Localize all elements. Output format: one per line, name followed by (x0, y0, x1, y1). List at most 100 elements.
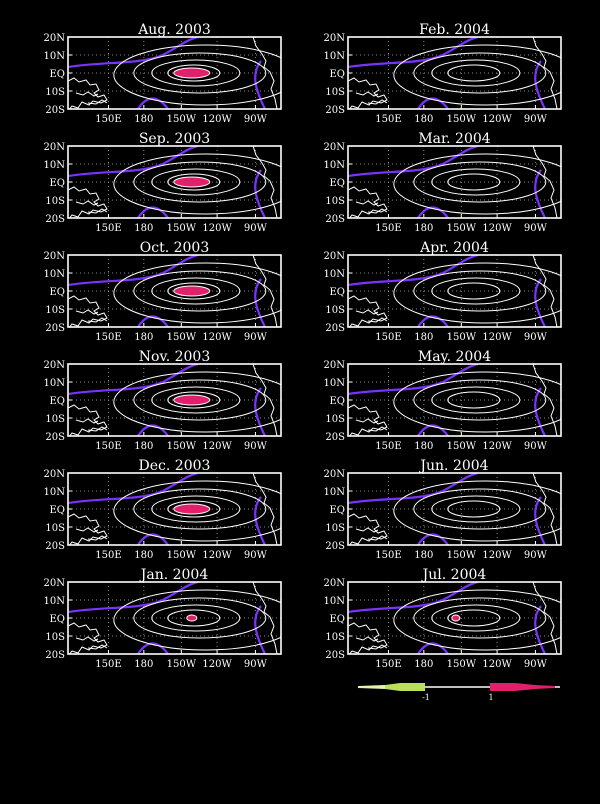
x-tick-label: 180 (134, 659, 153, 670)
x-tick-label: 150E (95, 223, 121, 234)
y-tick-label: 20S (325, 650, 345, 661)
x-tick-label: 120W (202, 659, 232, 670)
y-tick-label: 20N (44, 142, 66, 153)
y-tick-label: 10S (45, 632, 65, 643)
anomaly-max-fill (173, 394, 211, 406)
coastline-islands (355, 418, 388, 432)
zero-contour-north (68, 255, 199, 287)
x-tick-label: 150E (95, 114, 121, 125)
y-tick-label: 20N (44, 578, 66, 589)
zero-contour-north (68, 473, 199, 505)
x-tick-label: 150W (167, 332, 197, 343)
anomaly-max-fill (173, 503, 211, 515)
map-field (68, 364, 281, 436)
zero-contour-north (348, 364, 479, 396)
legend-high-label: 1 (488, 693, 493, 702)
x-tick-label: 90W (244, 550, 268, 561)
color-legend: -1 1 (358, 683, 560, 702)
x-tick-label: 120W (202, 332, 232, 343)
coastline-islands (75, 309, 108, 323)
contour-level-4 (447, 500, 501, 518)
coastline-islands (355, 309, 388, 323)
contour-level-1 (113, 480, 281, 542)
map-panel: Nov. 2003 20N 10N EQ 10S 20S 150E 180 150W 120W 90… (44, 349, 282, 452)
contour-level-1 (393, 589, 561, 651)
contour-level-1 (113, 262, 281, 324)
coastline-west (68, 295, 108, 327)
coastline-west (68, 622, 108, 654)
map-panel: Sep. 2003 20N 10N EQ 10S 20S 150E 180 150W 120W 90… (44, 131, 282, 234)
y-tick-label: 20S (45, 214, 65, 225)
y-tick-label: EQ (50, 396, 66, 407)
map-panel: Dec. 2003 20N 10N EQ 10S 20S 150E 180 150W 120W 90… (44, 458, 282, 561)
coastline-west (348, 77, 388, 109)
anomaly-max-fill (451, 614, 461, 622)
y-tick-label: 10S (45, 523, 65, 534)
map-panel: Apr. 2004 20N 10N EQ 10S 20S 150E 180 150W 120W 90… (324, 240, 562, 343)
map-panel: Aug. 2003 20N 10N EQ 10S 20S 150E 180 150W 120W 90… (44, 22, 282, 125)
contour-level-3 (151, 277, 241, 305)
contour-level-1 (113, 44, 281, 106)
y-tick-label: 20S (325, 105, 345, 116)
anomaly-max-fill (173, 176, 211, 188)
x-tick-label: 150W (167, 441, 197, 452)
x-tick-label: 150E (375, 223, 401, 234)
map-field (68, 146, 281, 218)
map-panel: Feb. 2004 20N 10N EQ 10S 20S 150E 180 150W 120W 90… (324, 22, 562, 125)
map-field (68, 255, 281, 327)
x-tick-label: 90W (244, 441, 268, 452)
map-field (348, 146, 561, 218)
coastline-islands (355, 91, 388, 105)
panel-title: Aug. 2003 (137, 22, 211, 38)
y-tick-label: 10S (45, 196, 65, 207)
coastline-west (348, 186, 388, 218)
contour-level-2 (133, 379, 267, 421)
x-tick-label: 120W (482, 659, 512, 670)
zero-contour-north (68, 364, 199, 396)
x-tick-label: 90W (524, 332, 548, 343)
y-tick-label: 10N (324, 269, 346, 280)
y-tick-label: 20S (325, 323, 345, 334)
map-panel: Mar. 2004 20N 10N EQ 10S 20S 150E 180 150W 120W 90… (324, 131, 562, 234)
y-tick-label: 20N (324, 578, 346, 589)
x-tick-label: 150W (447, 223, 477, 234)
x-tick-label: 180 (414, 550, 433, 561)
contour-level-4 (447, 391, 501, 409)
map-panel: Jul. 2004 20N 10N EQ 10S 20S 150E 180 150W 120W 90… (324, 567, 562, 670)
x-tick-label: 150W (167, 659, 197, 670)
x-tick-label: 90W (244, 659, 268, 670)
zero-contour-south (417, 97, 449, 109)
x-tick-label: 150W (447, 550, 477, 561)
x-tick-label: 90W (524, 114, 548, 125)
x-tick-label: 150W (167, 550, 197, 561)
map-field (348, 255, 561, 327)
y-tick-label: EQ (50, 505, 66, 516)
map-field (348, 582, 561, 654)
coastline-islands (355, 636, 388, 650)
panel-title: Jul. 2004 (421, 567, 487, 583)
y-tick-label: 20S (45, 650, 65, 661)
y-tick-label: 20N (324, 142, 346, 153)
contour-level-4 (167, 500, 221, 518)
y-tick-label: 20N (44, 469, 66, 480)
y-tick-label: 20S (325, 214, 345, 225)
y-tick-label: EQ (50, 287, 66, 298)
map-field (348, 473, 561, 545)
x-tick-label: 90W (524, 441, 548, 452)
contour-level-4 (167, 391, 221, 409)
coastline-islands (75, 636, 108, 650)
zero-contour-north (348, 146, 479, 178)
coastline-islands (75, 418, 108, 432)
panel-title: Nov. 2003 (139, 349, 210, 365)
contour-level-2 (133, 270, 267, 312)
y-tick-label: 10S (325, 87, 345, 98)
panel-title: Sep. 2003 (139, 131, 210, 147)
contour-level-2 (133, 52, 267, 94)
contour-level-1 (393, 44, 561, 106)
y-tick-label: 20N (324, 360, 346, 371)
zero-contour-north (68, 582, 199, 614)
zero-contour-south (137, 533, 169, 545)
x-tick-label: 90W (524, 223, 548, 234)
x-tick-label: 150W (447, 441, 477, 452)
